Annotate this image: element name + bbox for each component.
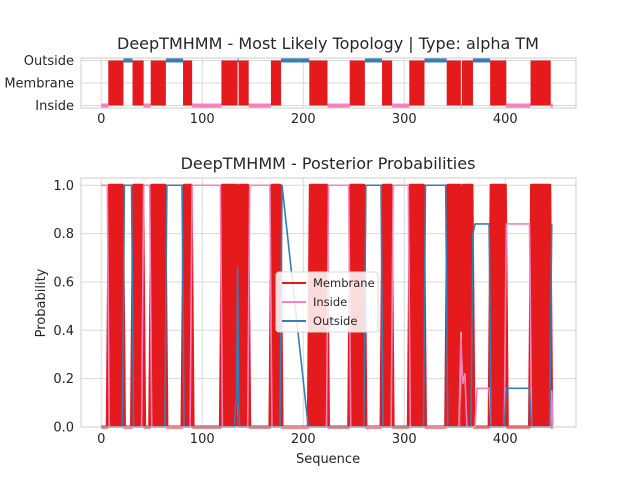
topology-y-tick-label: Membrane — [4, 77, 74, 92]
posterior-x-tick-label: 100 — [190, 432, 215, 447]
posterior-axes-frame — [80, 177, 577, 428]
membrane-block — [149, 185, 167, 427]
topology-x-tick-label: 300 — [392, 112, 417, 127]
membrane-block — [237, 185, 250, 427]
topology-y-tick-labels: Inside Membrane Outside — [4, 54, 74, 114]
topology-segment-membrane — [409, 60, 425, 106]
membrane-block — [381, 185, 394, 427]
topology-segment-membrane — [221, 60, 238, 106]
posterior-chart: DeepTMHMM - Posterior Probabilities 0.00… — [34, 154, 577, 467]
posterior-y-tick-label: 1.0 — [53, 179, 74, 194]
membrane-block — [408, 185, 426, 427]
topology-x-tick-label: 0 — [97, 112, 105, 127]
posterior-x-tick-label: 200 — [291, 432, 316, 447]
topology-x-tick-labels: 0 100 200 300 400 — [97, 112, 518, 127]
posterior-y-tick-labels: 0.0 0.2 0.4 0.6 0.8 1.0 — [53, 179, 74, 436]
topology-x-tick-label: 100 — [190, 112, 215, 127]
topology-segment-membrane — [183, 60, 193, 106]
membrane-block — [529, 185, 552, 427]
legend-label-membrane: Membrane — [313, 276, 375, 290]
topology-segment-membrane — [150, 60, 166, 106]
topology-axes-frame — [80, 57, 577, 109]
membrane-block — [460, 185, 474, 427]
posterior-chart-title: DeepTMHMM - Posterior Probabilities — [181, 154, 476, 173]
topology-segment-membrane — [446, 60, 461, 106]
topology-segment-membrane — [461, 60, 473, 106]
topology-segment-membrane — [132, 60, 144, 106]
posterior-y-tick-label: 0.4 — [53, 324, 74, 339]
membrane-block — [445, 185, 461, 427]
membrane-block — [489, 185, 508, 427]
topology-segment-membrane — [238, 60, 249, 106]
topology-y-tick-label: Inside — [35, 99, 74, 114]
posterior-x-tick-labels: 0 100 200 300 400 — [97, 432, 518, 447]
topology-y-tick-label: Outside — [24, 54, 74, 69]
posterior-x-tick-label: 300 — [392, 432, 417, 447]
posterior-legend: Membrane Inside Outside — [275, 271, 379, 333]
posterior-x-tick-label: 400 — [493, 432, 518, 447]
legend-box — [275, 271, 379, 333]
posterior-x-tick-label: 0 — [97, 432, 105, 447]
legend-label-inside: Inside — [313, 295, 347, 309]
topology-segment-membrane — [270, 60, 282, 106]
legend-label-outside: Outside — [313, 314, 357, 328]
topology-chart-title: DeepTMHMM - Most Likely Topology | Type:… — [117, 34, 539, 53]
posterior-y-tick-label: 0.6 — [53, 275, 74, 290]
posterior-y-tick-label: 0.8 — [53, 227, 74, 242]
topology-segment-membrane — [108, 60, 124, 106]
topology-x-tick-label: 400 — [493, 112, 518, 127]
membrane-block — [220, 185, 238, 427]
membrane-line — [101, 183, 554, 429]
membrane-block — [107, 185, 125, 427]
topology-chart: DeepTMHMM - Most Likely Topology | Type:… — [4, 34, 577, 127]
topology-x-tick-label: 200 — [291, 112, 316, 127]
posterior-x-axis-label: Sequence — [296, 452, 360, 467]
posterior-y-tick-label: 0.2 — [53, 372, 74, 387]
topology-segment-membrane — [490, 60, 507, 106]
topology-segments — [101, 58, 553, 108]
topology-segment-membrane — [382, 60, 393, 106]
topology-segment-membrane — [349, 60, 365, 106]
posterior-y-axis-label: Probability — [34, 268, 49, 337]
topology-segment-membrane — [530, 60, 551, 106]
topology-segment-membrane — [309, 60, 328, 106]
posterior-y-tick-label: 0.0 — [53, 421, 74, 436]
